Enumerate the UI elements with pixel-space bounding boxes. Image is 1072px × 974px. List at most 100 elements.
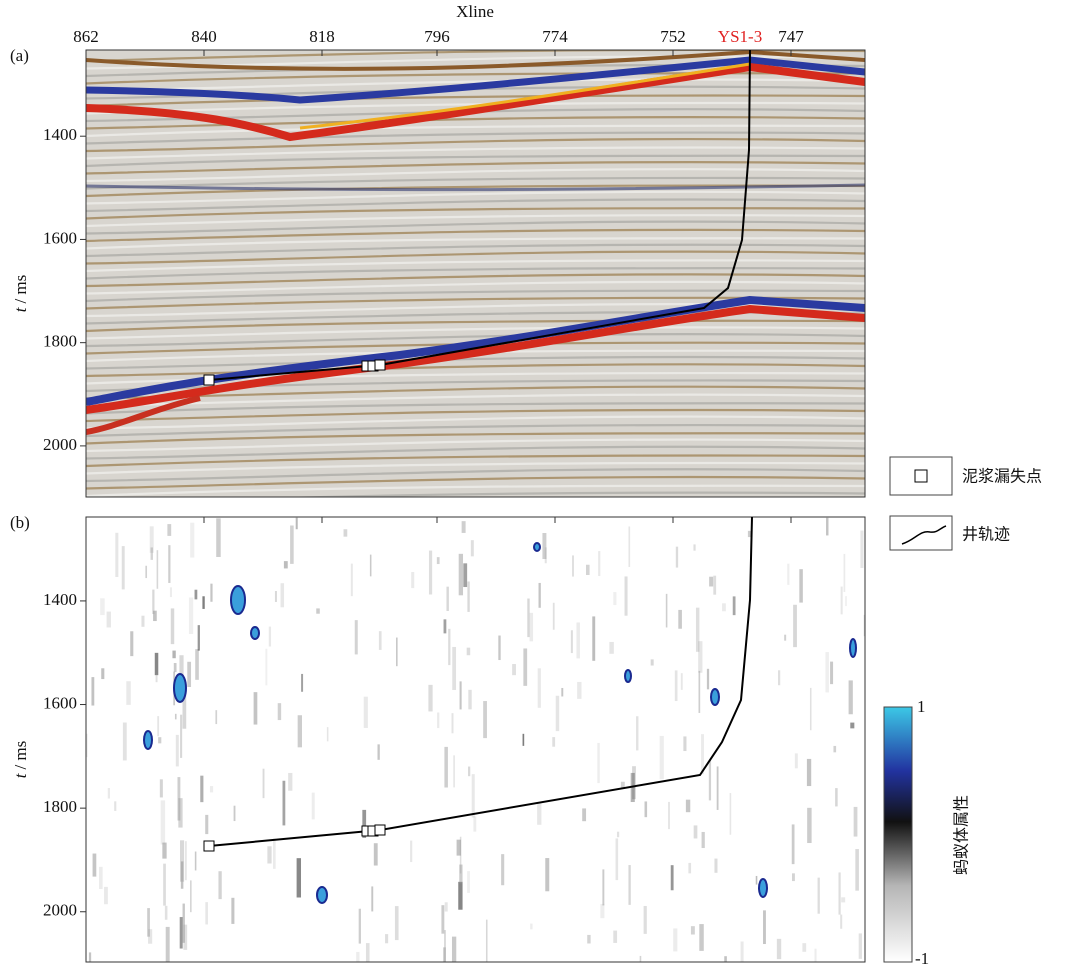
attribute-speck [625, 576, 628, 615]
y-tick-label: 1400 [43, 125, 77, 144]
attribute-speck [462, 521, 466, 533]
attribute-speck [377, 744, 379, 759]
attribute-speck [673, 928, 677, 951]
attribute-speck [787, 564, 789, 585]
attribute-speck [675, 670, 678, 701]
attribute-speck [452, 937, 456, 969]
attribute-speck [371, 886, 373, 911]
attribute-speck [792, 873, 795, 881]
attribute-speck [189, 598, 193, 635]
attribute-speck [123, 723, 127, 761]
attribute-speck [807, 759, 811, 786]
attribute-speck [602, 869, 604, 905]
attribute-speck [374, 843, 378, 865]
attribute-speck [636, 716, 638, 750]
attribute-speck [463, 563, 467, 587]
attribute-speck [686, 800, 690, 813]
attribute-speck [542, 533, 546, 559]
x-tick-label: 752 [660, 27, 686, 46]
attribute-speck [587, 935, 590, 944]
attribute-speck [571, 630, 573, 653]
attribute-speck [714, 859, 717, 873]
attribute-speck [141, 616, 144, 627]
attribute-speck [644, 906, 647, 934]
attribute-speck [724, 956, 727, 969]
attribute-speck [273, 838, 276, 868]
attribute-speck [162, 843, 166, 859]
attribute-speck [472, 774, 475, 817]
attribute-speck [717, 766, 719, 809]
y-tick-label: 1600 [43, 228, 77, 247]
attribute-speck [205, 815, 208, 834]
attribute-speck [441, 905, 444, 933]
attribute-speck [163, 864, 166, 906]
legend-label: 泥浆漏失点 [962, 467, 1042, 486]
attribute-speck [814, 949, 816, 969]
attribute-speck [628, 527, 630, 567]
attribute-speck [597, 743, 599, 783]
attribute-speck [444, 930, 446, 961]
attribute-speck [763, 910, 766, 944]
attribute-speck [576, 622, 579, 658]
attribute-speck [841, 897, 845, 902]
attribute-speck [486, 920, 488, 964]
attribute-speck [218, 871, 221, 899]
attribute-speck [283, 781, 286, 826]
attribute-speck [460, 681, 462, 709]
attribute-speck [691, 926, 695, 934]
attribute-speck [254, 692, 258, 724]
attribute-speck [530, 613, 533, 641]
attribute-speck [170, 587, 172, 597]
attribute-speck [452, 713, 454, 733]
y-tick-label: 1800 [43, 797, 77, 816]
attribute-speck [210, 584, 212, 602]
attribute-speck [830, 662, 833, 685]
attribute-speck [165, 906, 168, 920]
attribute-speck [666, 594, 668, 628]
attribute-speck [572, 555, 574, 576]
y-axis-label: t/ ms [11, 275, 30, 313]
attribute-speck [312, 793, 315, 820]
attribute-speck [160, 779, 163, 797]
attribute-speck [553, 603, 555, 630]
attribute-speck [523, 648, 527, 685]
attribute-speck [379, 631, 382, 650]
colorbar-min: -1 [915, 949, 929, 968]
attribute-speck [616, 838, 619, 880]
attribute-speck [730, 793, 732, 835]
attribute-speck [448, 629, 450, 665]
attribute-speck [158, 737, 161, 743]
attribute-speck [288, 773, 292, 791]
attribute-speck [107, 612, 111, 628]
attribute-speck [181, 861, 184, 888]
attribute-speck [355, 620, 358, 654]
attribute-speck [364, 697, 368, 728]
attribute-speck [284, 561, 288, 568]
attribute-speck [175, 714, 177, 720]
attribute-speck [411, 572, 414, 588]
attribute-speck [122, 546, 125, 589]
attribute-speck [530, 924, 532, 930]
attribute-speck [600, 904, 604, 918]
attribute-speck [190, 880, 192, 912]
attribute-speck [429, 551, 432, 595]
attribute-speck [693, 544, 695, 550]
attribute-speck [327, 727, 329, 741]
attribute-speck [854, 807, 858, 837]
attribute-speck [538, 668, 541, 707]
attribute-speck [458, 882, 462, 910]
colorbar [884, 707, 912, 962]
attribute-speck [793, 605, 797, 647]
attribute-speck [104, 887, 108, 904]
attribute-speck [99, 867, 103, 889]
attribute-speck [93, 854, 97, 877]
attribute-speck [155, 653, 159, 675]
attribute-speck [356, 952, 359, 969]
legend-label: 井轨迹 [962, 525, 1010, 544]
attribute-speck [395, 906, 399, 940]
seismic-section [86, 50, 865, 504]
attribute-speck [699, 671, 701, 713]
attribute-speck [802, 943, 806, 952]
attribute-speck [688, 863, 691, 873]
attribute-speck [483, 701, 487, 738]
